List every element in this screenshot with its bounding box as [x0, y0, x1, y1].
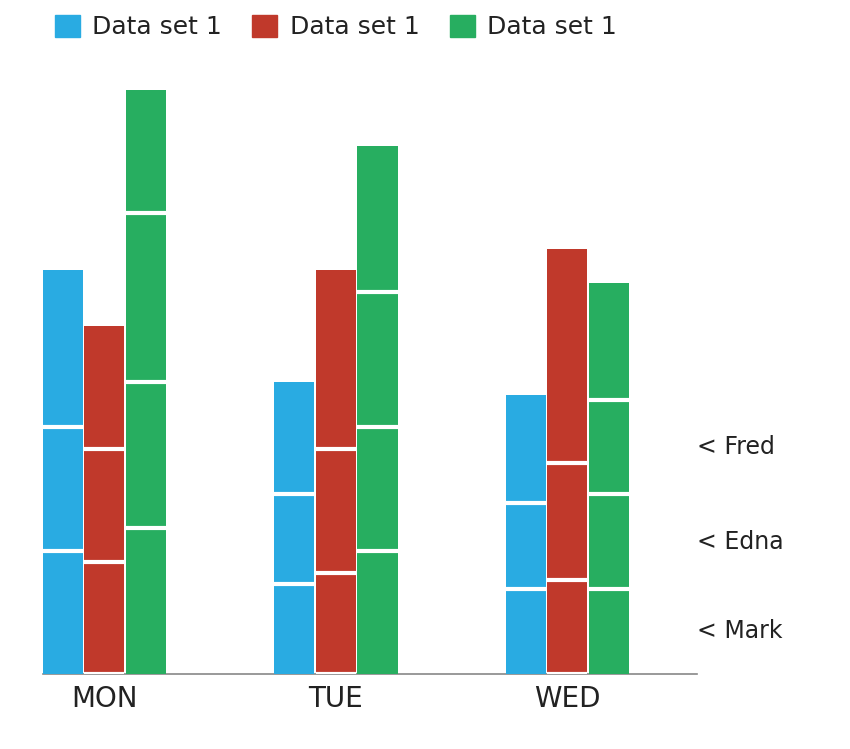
Bar: [84, 326, 124, 449]
Text: < Fred: < Fred: [697, 435, 775, 459]
Bar: [357, 292, 398, 427]
Bar: [42, 551, 82, 674]
Bar: [357, 551, 398, 674]
Bar: [506, 589, 546, 674]
Bar: [84, 449, 124, 562]
Bar: [42, 427, 82, 551]
Bar: [315, 449, 356, 573]
Bar: [274, 584, 314, 674]
Text: < Edna: < Edna: [697, 530, 784, 554]
Bar: [126, 0, 166, 213]
Bar: [589, 494, 629, 589]
Bar: [315, 573, 356, 674]
Bar: [547, 580, 587, 674]
Bar: [547, 463, 587, 580]
Bar: [274, 494, 314, 584]
Bar: [84, 562, 124, 674]
Bar: [589, 589, 629, 674]
Bar: [274, 382, 314, 494]
Bar: [315, 270, 356, 449]
Bar: [126, 382, 166, 528]
Bar: [357, 146, 398, 292]
Text: < Mark: < Mark: [697, 619, 783, 643]
Bar: [126, 213, 166, 382]
Bar: [589, 400, 629, 494]
Bar: [42, 270, 82, 427]
Bar: [506, 395, 546, 503]
Bar: [357, 427, 398, 551]
Bar: [589, 283, 629, 400]
Bar: [126, 528, 166, 674]
Legend: Data set 1, Data set 1, Data set 1: Data set 1, Data set 1, Data set 1: [55, 15, 617, 40]
Bar: [506, 503, 546, 589]
Bar: [547, 249, 587, 463]
